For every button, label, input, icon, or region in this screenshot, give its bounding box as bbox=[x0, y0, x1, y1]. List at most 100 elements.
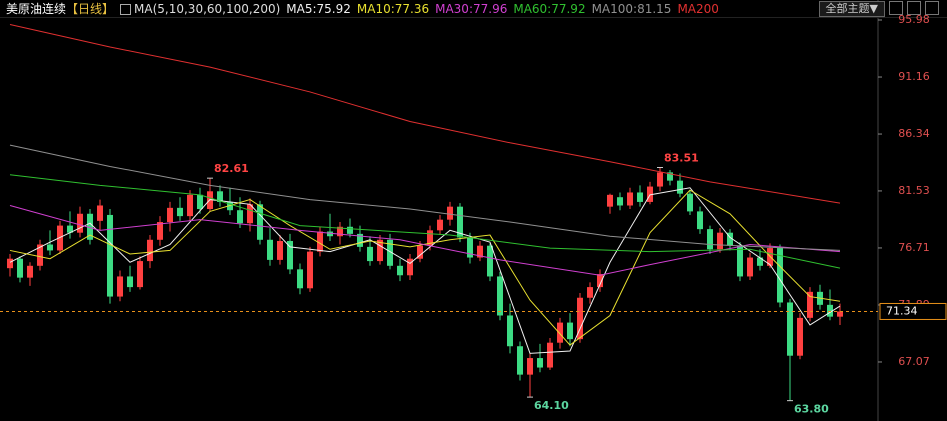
candle-body bbox=[107, 214, 113, 297]
y-tick-label: 86.34 bbox=[898, 127, 930, 140]
y-tick-label: 76.71 bbox=[898, 241, 930, 254]
annotation-label: 63.80 bbox=[794, 403, 829, 416]
ma-line bbox=[9, 144, 841, 251]
candle-body bbox=[687, 193, 693, 212]
candle-body bbox=[507, 315, 513, 347]
theme-button[interactable]: 全部主题▼ bbox=[818, 1, 885, 17]
candle-body bbox=[147, 239, 153, 262]
ma-line bbox=[9, 174, 841, 269]
legend-entry: MA60:77.92 bbox=[513, 2, 586, 16]
ma-line bbox=[9, 189, 841, 346]
candle-body bbox=[717, 232, 723, 250]
candle-body bbox=[467, 237, 473, 258]
candle-body bbox=[647, 186, 653, 202]
annotation-label: 82.61 bbox=[214, 162, 249, 175]
candle-body bbox=[617, 197, 623, 206]
candle-body bbox=[527, 358, 533, 375]
candle-body bbox=[777, 248, 783, 303]
candle-body bbox=[177, 207, 183, 217]
candle-body bbox=[437, 219, 443, 231]
candle-body bbox=[77, 213, 83, 233]
candle-body bbox=[747, 257, 753, 277]
ma-line bbox=[9, 187, 841, 354]
candle-body bbox=[797, 317, 803, 356]
candle-body bbox=[57, 225, 63, 251]
candle-body bbox=[327, 231, 333, 237]
candle-body bbox=[167, 207, 173, 223]
candle-body bbox=[587, 287, 593, 298]
candle-body bbox=[657, 172, 663, 187]
candle-body bbox=[377, 239, 383, 262]
candle-body bbox=[627, 192, 633, 206]
candle-body bbox=[247, 204, 253, 224]
candle-body bbox=[137, 261, 143, 288]
candle-body bbox=[217, 191, 223, 202]
candle-body bbox=[517, 346, 523, 375]
last-price-box bbox=[879, 302, 947, 320]
candle-body bbox=[567, 322, 573, 340]
candle-body bbox=[537, 358, 543, 368]
chart-title: 美原油连续 bbox=[6, 2, 67, 16]
legend-entry: MA100:81.15 bbox=[591, 2, 672, 16]
candle-body bbox=[397, 265, 403, 276]
candle-body bbox=[287, 240, 293, 270]
candle-body bbox=[557, 322, 563, 343]
legend-entry: MA30:77.96 bbox=[435, 2, 508, 16]
candle-body bbox=[197, 194, 203, 210]
candle-body bbox=[607, 194, 613, 207]
candle-body bbox=[7, 258, 13, 269]
zoom-icon[interactable] bbox=[907, 1, 921, 15]
candle-body bbox=[97, 205, 103, 221]
candle-body bbox=[307, 251, 313, 289]
y-tick-label: 81.53 bbox=[898, 184, 930, 197]
candle-body bbox=[697, 211, 703, 230]
candle-body bbox=[27, 265, 33, 278]
candle-body bbox=[277, 240, 283, 260]
candle-body bbox=[67, 225, 73, 233]
candle-body bbox=[407, 258, 413, 276]
candle-body bbox=[707, 229, 713, 250]
candle-body bbox=[37, 244, 43, 266]
candle-body bbox=[807, 291, 813, 318]
candle-body bbox=[257, 204, 263, 240]
candle-body bbox=[267, 239, 273, 260]
legend-entry: MA10:77.36 bbox=[356, 2, 430, 16]
last-price-label: 71.34 bbox=[886, 304, 918, 317]
candle-body bbox=[477, 245, 483, 258]
candle-body bbox=[227, 201, 233, 211]
candle-body bbox=[757, 257, 763, 266]
candle-body bbox=[417, 245, 423, 259]
ma-label: MA(5,10,30,60,100,200) bbox=[134, 2, 281, 16]
crosshair-icon[interactable] bbox=[889, 1, 903, 15]
candle-body bbox=[487, 245, 493, 277]
candle-body bbox=[297, 269, 303, 289]
candle-body bbox=[547, 342, 553, 368]
candle-body bbox=[677, 180, 683, 194]
candle-body bbox=[157, 222, 163, 240]
ma-line bbox=[9, 24, 841, 204]
candle-body bbox=[827, 304, 833, 317]
y-tick-label: 95.98 bbox=[898, 13, 930, 26]
candle-body bbox=[597, 274, 603, 288]
y-tick-label: 91.16 bbox=[898, 70, 930, 83]
candle-body bbox=[47, 244, 53, 251]
candle-body bbox=[367, 246, 373, 262]
y-tick-label: 67.07 bbox=[898, 355, 930, 368]
candle-body bbox=[17, 258, 23, 278]
candle-body bbox=[387, 239, 393, 266]
candle-body bbox=[87, 213, 93, 240]
candle-body bbox=[427, 230, 433, 246]
candle-body bbox=[667, 172, 673, 181]
ma-checkbox[interactable] bbox=[120, 4, 132, 15]
candle-body bbox=[337, 226, 343, 237]
period[interactable]: 【日线】 bbox=[66, 2, 115, 16]
legend-entry: MA200 bbox=[677, 2, 719, 16]
candle-body bbox=[117, 276, 123, 297]
candle-body bbox=[187, 194, 193, 217]
annotation-label: 64.10 bbox=[534, 399, 569, 412]
expand-icon[interactable] bbox=[925, 1, 939, 15]
header: 美原油连续 【日线】 MA(5,10,30,60,100,200) MA5:75… bbox=[6, 1, 719, 17]
candle-body bbox=[357, 233, 363, 247]
